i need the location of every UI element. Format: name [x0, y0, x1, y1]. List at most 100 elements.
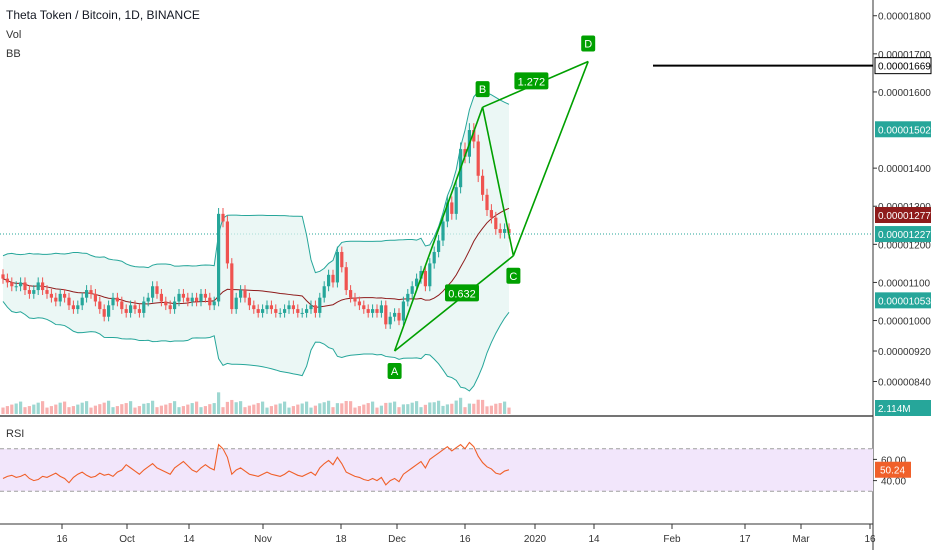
rsi-band: [0, 448, 873, 492]
candle-body: [239, 290, 243, 298]
rsi-last-value: 50.24: [880, 466, 905, 477]
candle-body: [309, 305, 313, 310]
volume-bar: [49, 406, 53, 414]
candle-body: [357, 301, 361, 306]
x-tick-label: 16: [864, 534, 876, 545]
candle-body: [19, 282, 23, 287]
volume-bar: [221, 407, 225, 414]
y-tick-label: 0.00001800: [878, 12, 931, 23]
candle-body: [322, 286, 326, 298]
candle-body: [177, 293, 181, 302]
volume-bar: [45, 407, 49, 414]
candle-body: [366, 309, 370, 313]
volume-bar: [217, 392, 221, 414]
candle-body: [410, 286, 414, 294]
candle-body: [164, 301, 168, 306]
pattern-point-d-label: D: [584, 38, 592, 50]
candle-body: [419, 271, 423, 279]
volume-bar: [349, 401, 353, 414]
volume-bar: [41, 401, 45, 414]
candle-body: [111, 297, 115, 306]
rsi-title: RSI: [6, 428, 24, 440]
candle-body: [36, 282, 40, 291]
volume-bar: [177, 407, 181, 414]
volume-bar: [485, 406, 489, 414]
candle-body: [243, 290, 247, 298]
indicator-bb-label[interactable]: BB: [6, 48, 21, 60]
rsi-line: [2, 441, 510, 486]
bb-fill: [3, 90, 509, 391]
candle-body: [375, 309, 379, 313]
volume-bar: [14, 403, 18, 414]
volume-bar: [124, 403, 128, 414]
x-tick-label: Feb: [663, 534, 681, 545]
price-label-box: [875, 207, 931, 224]
volume-bar: [212, 403, 216, 414]
volume-bar: [186, 404, 190, 414]
candle-body: [49, 293, 53, 298]
candle-body: [331, 274, 335, 283]
candle-body: [45, 290, 49, 294]
volume-bar: [335, 403, 339, 414]
price-label-box: [875, 226, 931, 243]
volume-bar: [454, 400, 458, 414]
volume-bar: [225, 401, 229, 414]
volume-bar: [340, 403, 344, 414]
volume-bar: [67, 407, 71, 414]
candle-body: [428, 263, 432, 287]
x-tick-label: 17: [739, 534, 751, 545]
volume-bar: [111, 407, 115, 414]
candle-body: [353, 297, 357, 302]
candle-body: [93, 293, 97, 302]
candle-body: [494, 217, 498, 230]
candle-body: [485, 194, 489, 211]
candle-body: [173, 301, 177, 310]
price-label-box: [875, 292, 931, 309]
candle-body: [445, 202, 449, 222]
x-tick-label: 2020: [524, 534, 547, 545]
volume-bar: [164, 404, 168, 414]
price-label-box: [874, 57, 932, 75]
volume-bar: [129, 401, 133, 414]
volume-bar: [432, 402, 436, 414]
candle-body: [393, 312, 397, 317]
candle-body: [265, 305, 269, 310]
candle-body: [159, 293, 163, 302]
candle-body: [102, 309, 106, 317]
volume-bar: [102, 402, 106, 414]
volume-bar: [419, 407, 423, 414]
volume-bar: [71, 406, 75, 414]
price-label: 0.00001277: [878, 211, 931, 222]
volume-bar: [472, 403, 476, 414]
price-label: 0.00001502: [878, 125, 931, 136]
candle-body: [379, 305, 383, 313]
volume-bar: [344, 400, 348, 414]
volume-bar: [159, 405, 163, 414]
candle-body: [344, 267, 348, 291]
candle-body: [107, 305, 111, 317]
price-label: 2.114M: [878, 404, 911, 415]
volume-bar: [168, 403, 172, 414]
candle-body: [256, 309, 260, 313]
candle-body: [252, 305, 256, 310]
candle-body: [454, 187, 458, 214]
volume-bar: [441, 405, 445, 414]
volume-bar: [54, 404, 58, 414]
volume-bar: [261, 401, 265, 414]
candle-body: [190, 297, 194, 302]
candle-body: [221, 213, 225, 222]
volume-bar: [133, 407, 137, 414]
volume-bar: [406, 404, 410, 414]
rsi-last-value-box: [875, 461, 911, 478]
volume-bar: [357, 406, 361, 414]
volume-bar: [85, 401, 89, 414]
volume-bar: [375, 407, 379, 414]
y-tick-label: 0.00001100: [878, 278, 931, 289]
volume-bar: [142, 403, 146, 414]
candle-body: [450, 202, 454, 214]
indicator-vol-label[interactable]: Vol: [6, 29, 22, 41]
volume-bar: [230, 399, 234, 414]
candle-body: [283, 309, 287, 313]
candle-body: [388, 316, 392, 325]
candle-body: [300, 312, 304, 314]
